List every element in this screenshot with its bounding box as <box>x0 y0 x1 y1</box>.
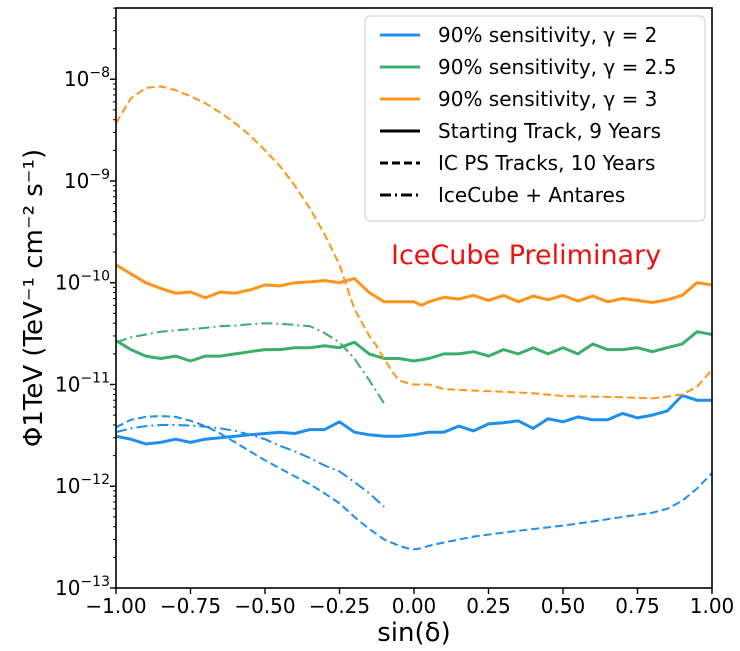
y-tick-label: 10−9 <box>64 167 110 193</box>
legend-label: 90% sensitivity, γ = 2.5 <box>438 55 677 79</box>
x-tick-label: 0.50 <box>541 594 586 618</box>
x-tick-label: −1.00 <box>85 594 146 618</box>
series-line-4 <box>116 85 712 400</box>
x-tick-label: 0.25 <box>466 594 511 618</box>
x-tick-label: 0.00 <box>392 594 437 618</box>
y-tick-label: 10−10 <box>55 269 110 295</box>
y-axis-ticks: 10−8 10−9 10−10 10−11 10−12 10−13 <box>55 7 116 600</box>
legend: 90% sensitivity, γ = 2 90% sensitivity, γ… <box>364 15 706 222</box>
x-axis-ticks: −1.00 −0.75 −0.50 −0.25 0.00 0.25 0.50 0.75 1.00 <box>85 588 734 618</box>
legend-label: 90% sensitivity, γ = 2 <box>438 23 657 47</box>
legend-label: 90% sensitivity, γ = 3 <box>438 87 657 111</box>
x-tick-label: 1.00 <box>690 594 735 618</box>
legend-label: IceCube + Antares <box>438 183 625 207</box>
y-tick-label: 10−12 <box>55 472 110 498</box>
series-line-2 <box>116 330 712 363</box>
x-tick-label: −0.75 <box>160 594 221 618</box>
y-tick-label: 10−8 <box>64 65 110 91</box>
y-axis-label: Φ1TeV (TeV⁻¹ cm⁻² s⁻¹) <box>19 149 49 447</box>
y-tick-label: 10−11 <box>55 370 110 396</box>
series-layer <box>116 85 712 551</box>
legend-label: IC PS Tracks, 10 Years <box>438 151 655 175</box>
x-tick-label: 0.75 <box>615 594 660 618</box>
x-tick-label: −0.25 <box>309 594 370 618</box>
legend-label: Starting Track, 9 Years <box>438 119 661 143</box>
series-line-1 <box>116 263 712 307</box>
series-line-7 <box>116 424 385 508</box>
y-tick-label: 10−13 <box>55 574 110 600</box>
series-line-3 <box>116 394 712 446</box>
legend-box <box>364 15 706 222</box>
series-line-6 <box>116 322 386 405</box>
preliminary-annotation: IceCube Preliminary <box>391 240 661 271</box>
x-axis-label: sin(δ) <box>377 618 450 648</box>
series-line-5 <box>116 415 712 551</box>
x-tick-label: −0.50 <box>234 594 295 618</box>
